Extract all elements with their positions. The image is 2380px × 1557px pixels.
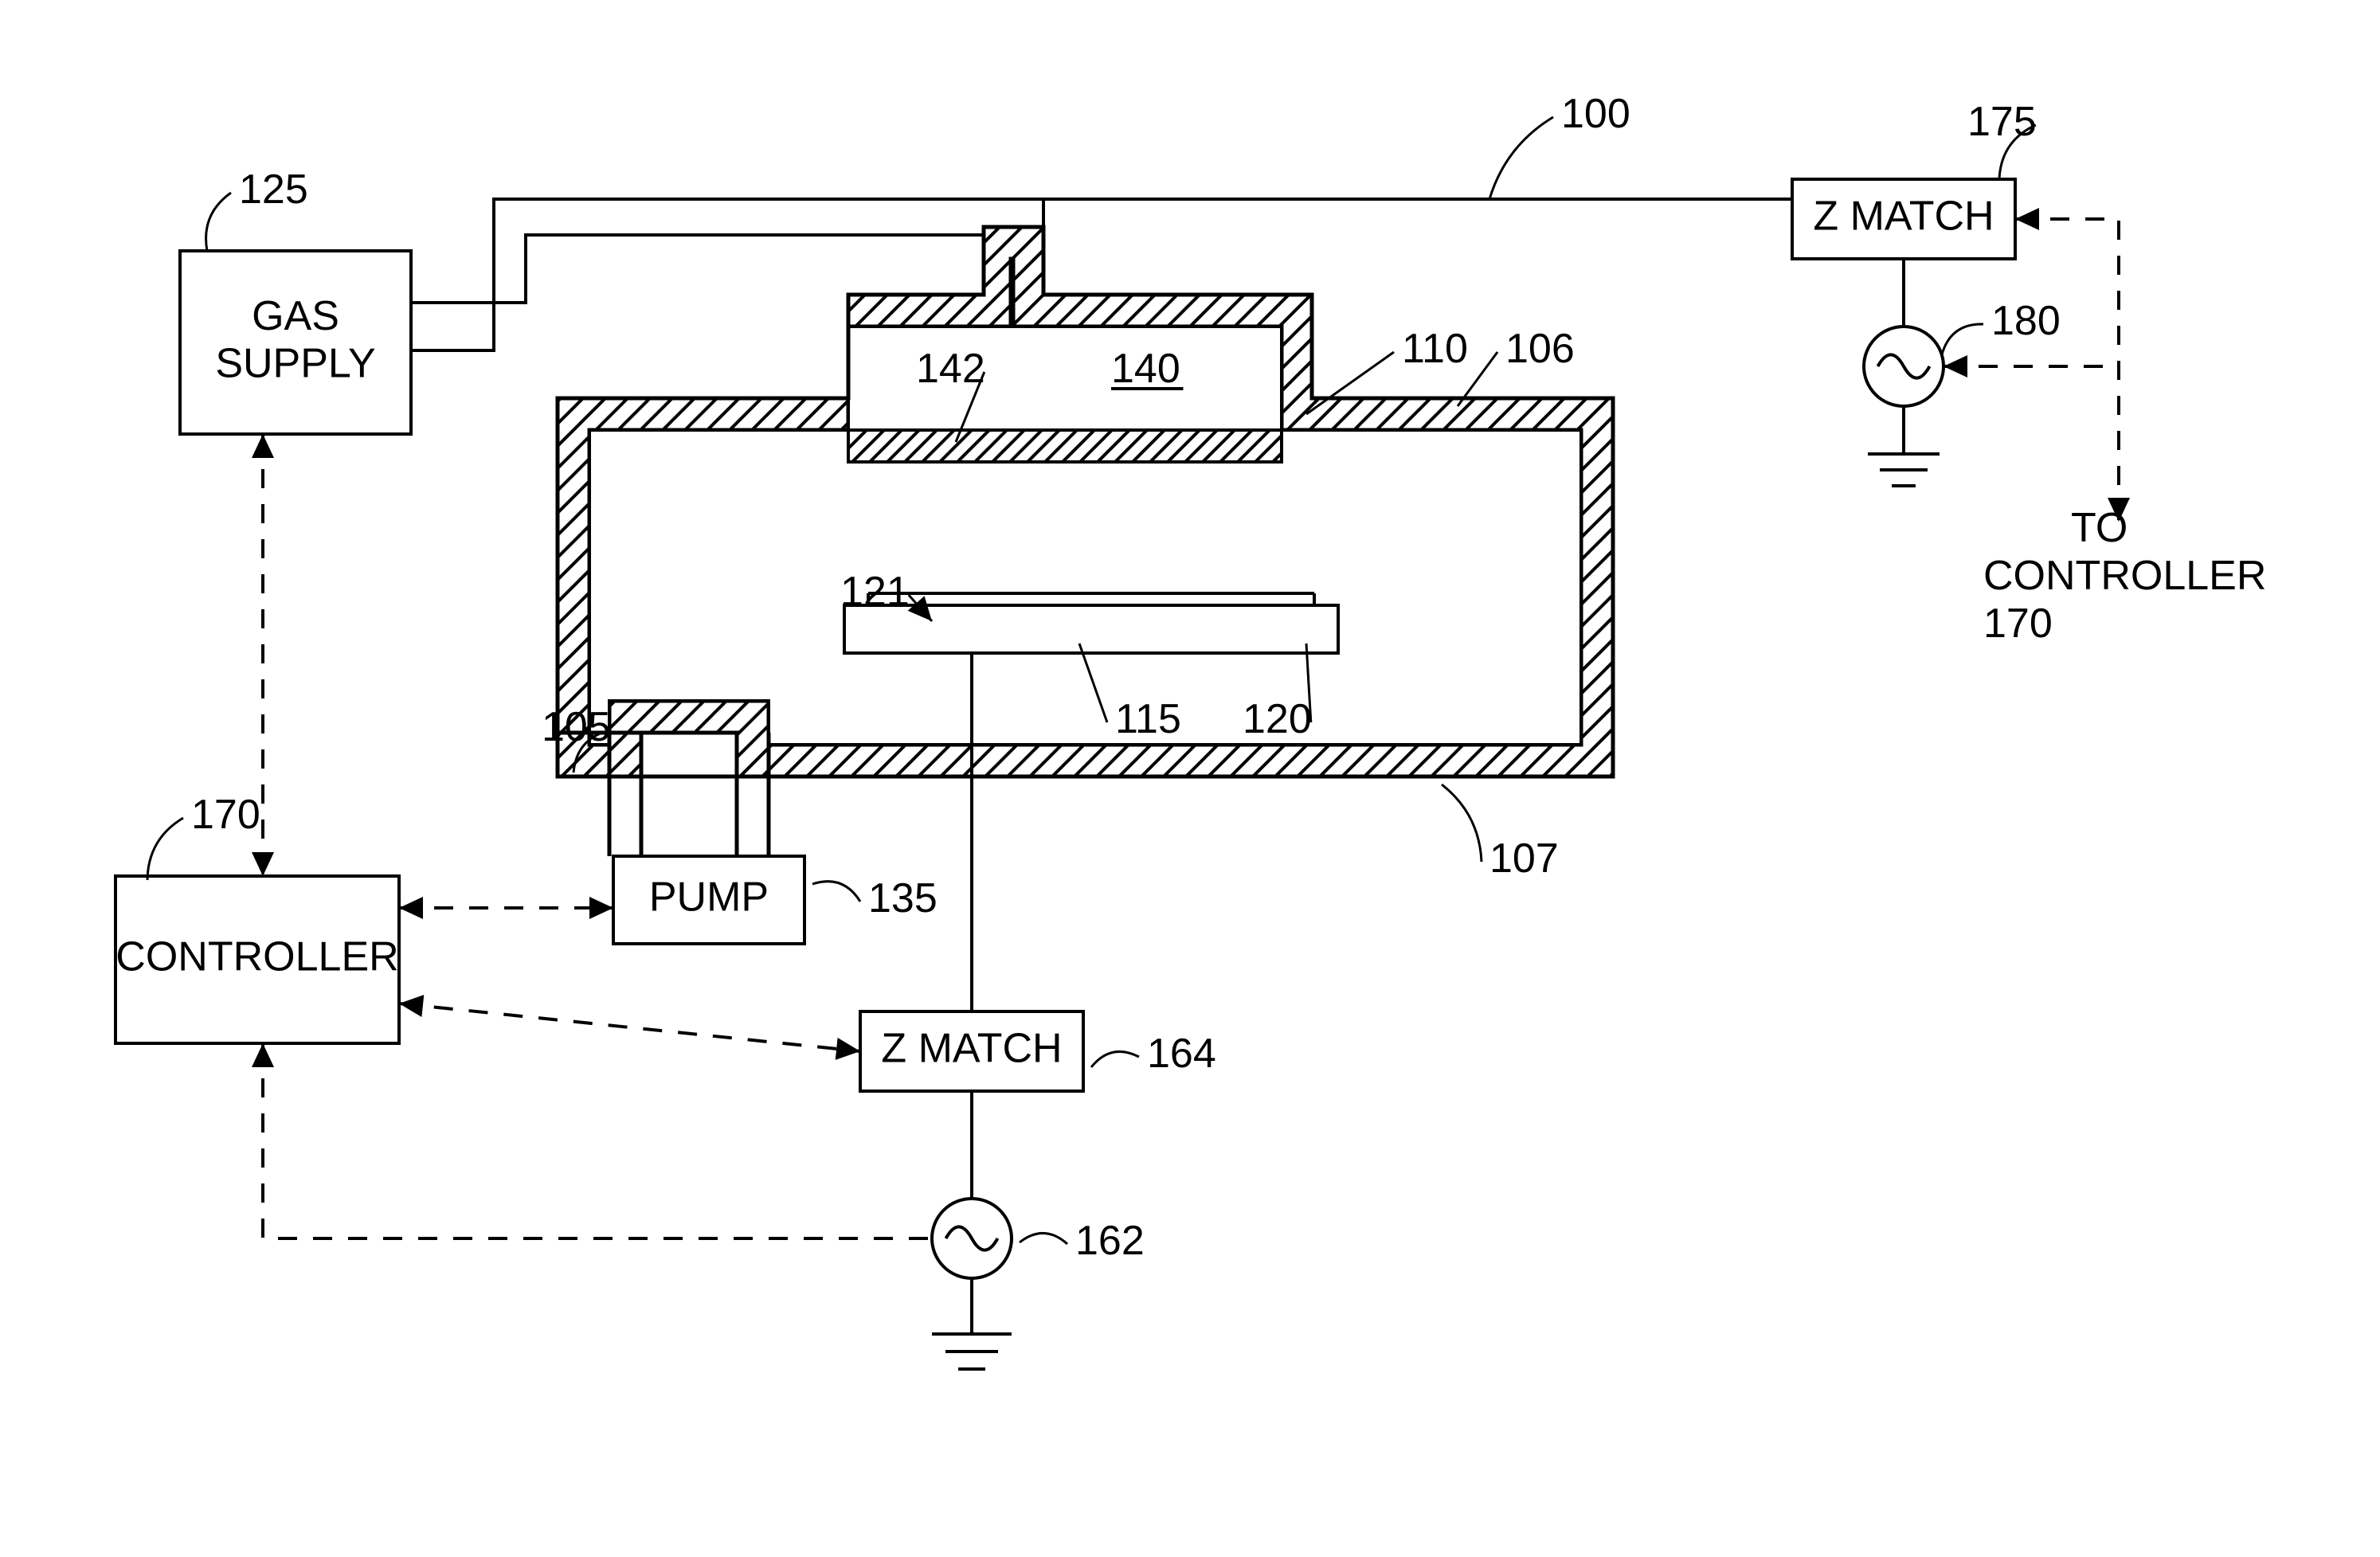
- svg-text:PUMP: PUMP: [649, 874, 769, 921]
- svg-text:120: 120: [1243, 696, 1312, 742]
- svg-text:110: 110: [1402, 326, 1468, 372]
- svg-text:GAS: GAS: [252, 293, 339, 339]
- svg-text:142: 142: [916, 346, 985, 392]
- svg-text:Z MATCH: Z MATCH: [881, 1026, 1062, 1072]
- svg-text:170: 170: [191, 792, 260, 838]
- svg-text:SUPPLY: SUPPLY: [215, 341, 375, 387]
- svg-text:170: 170: [1983, 601, 2053, 647]
- svg-text:125: 125: [239, 166, 308, 213]
- svg-text:180: 180: [1991, 298, 2061, 344]
- svg-text:CONTROLLER: CONTROLLER: [1983, 553, 2266, 599]
- svg-text:CONTROLLER: CONTROLLER: [115, 934, 398, 980]
- svg-text:106: 106: [1505, 326, 1575, 372]
- svg-text:105: 105: [542, 704, 611, 750]
- svg-text:164: 164: [1147, 1031, 1216, 1077]
- svg-text:140: 140: [1111, 346, 1180, 392]
- svg-text:162: 162: [1075, 1218, 1145, 1264]
- svg-text:175: 175: [1967, 99, 2037, 145]
- svg-text:121: 121: [840, 569, 910, 615]
- svg-text:107: 107: [1489, 835, 1559, 882]
- svg-text:TO: TO: [2071, 505, 2128, 551]
- svg-text:Z MATCH: Z MATCH: [1813, 194, 1994, 240]
- svg-text:100: 100: [1561, 91, 1630, 137]
- svg-text:115: 115: [1115, 696, 1181, 742]
- svg-text:135: 135: [868, 875, 938, 921]
